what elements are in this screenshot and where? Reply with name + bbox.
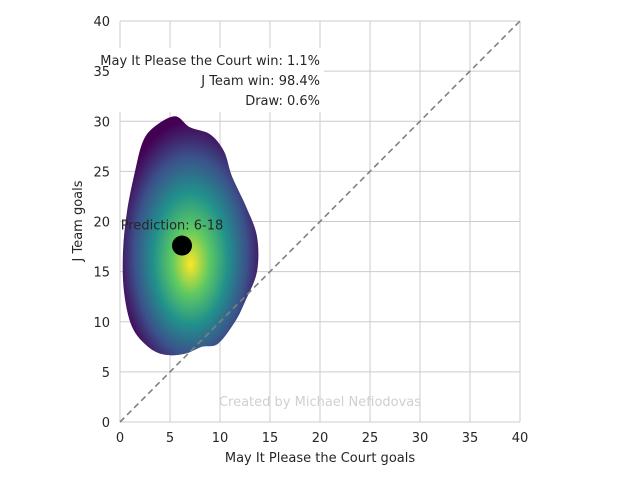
y-axis-label: J Team goals xyxy=(71,180,86,262)
x-tick-label: 25 xyxy=(362,431,379,446)
x-axis-label: May It Please the Court goals xyxy=(225,451,415,466)
outcome-annotation: Draw: 0.6% xyxy=(245,94,320,109)
density-blob xyxy=(122,116,259,356)
x-tick-label: 5 xyxy=(166,431,174,446)
watermark: Created by Michael Nefiodovas xyxy=(219,395,421,410)
x-tick-label: 15 xyxy=(262,431,279,446)
x-tick-label: 35 xyxy=(462,431,479,446)
x-tick-label: 30 xyxy=(412,431,429,446)
x-tick-label: 20 xyxy=(312,431,329,446)
density-region xyxy=(122,116,259,356)
diagonal-dashed-line xyxy=(119,20,521,423)
y-tick-label: 0 xyxy=(102,416,110,431)
y-tick-label: 40 xyxy=(93,15,110,30)
x-tick-label: 40 xyxy=(512,431,529,446)
outcome-annotations: May It Please the Court win: 1.1% J Team … xyxy=(84,48,324,112)
x-tick-label: 10 xyxy=(212,431,229,446)
x-tick-label: 0 xyxy=(116,431,124,446)
y-tick-label: 10 xyxy=(93,316,110,331)
y-tick-label: 15 xyxy=(93,266,110,281)
y-tick-label: 20 xyxy=(93,216,110,231)
y-tick-label: 25 xyxy=(93,165,110,180)
prediction-label: Prediction: 6-18 xyxy=(121,219,224,234)
tick-labels: 0 5 10 15 20 25 30 35 40 0 5 10 15 20 25 30 35 40 xyxy=(93,15,528,446)
outcome-annotation: May It Please the Court win: 1.1% xyxy=(100,54,320,69)
prediction-point-group: Prediction: 6-18 xyxy=(121,219,224,256)
outcome-annotation: J Team win: 98.4% xyxy=(200,74,320,89)
prediction-point xyxy=(172,235,192,256)
y-tick-label: 5 xyxy=(102,366,110,381)
annotation-background xyxy=(84,48,324,112)
y-tick-label: 35 xyxy=(93,65,110,80)
diagonal-line xyxy=(119,20,521,423)
y-tick-label: 30 xyxy=(93,115,110,130)
